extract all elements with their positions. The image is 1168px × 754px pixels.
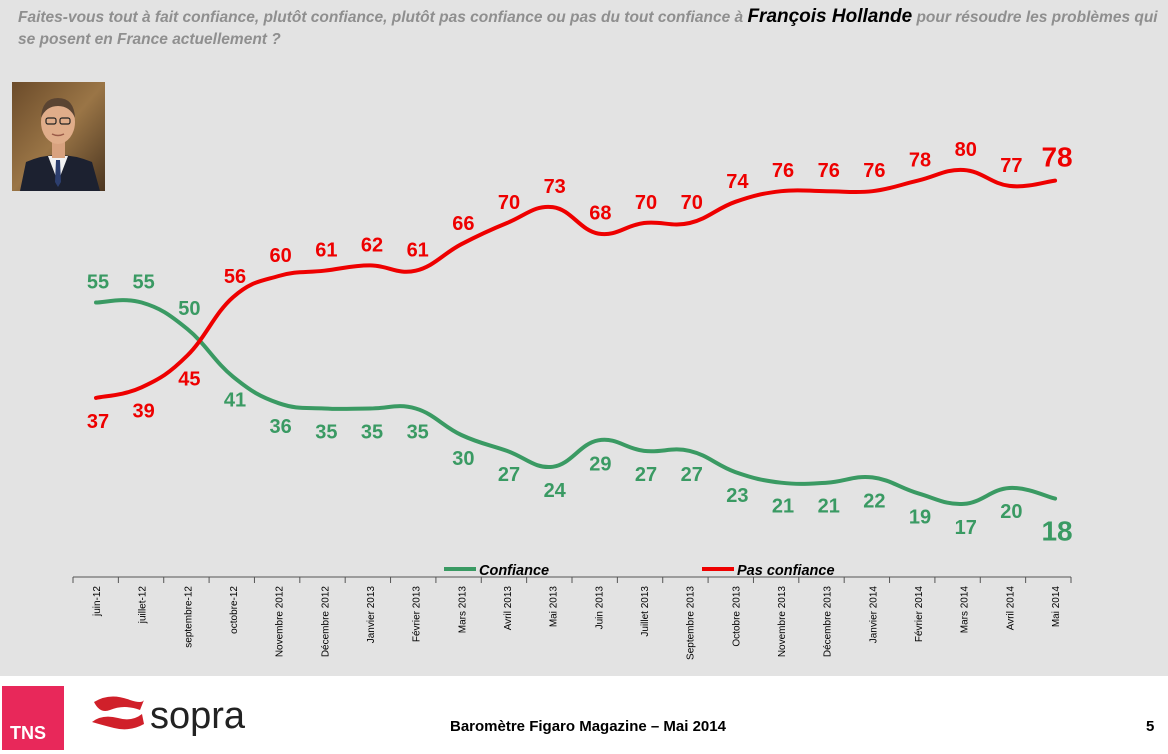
data-label: 39 [133,400,155,422]
data-label: 18 [1041,516,1072,547]
data-label: 29 [589,453,611,475]
data-label: 37 [87,411,109,433]
x-tick-label: septembre-12 [183,586,194,648]
legend-label: Pas confiance [737,563,835,579]
data-label: 30 [452,448,474,470]
data-label: 24 [544,480,567,502]
data-label: 78 [909,150,931,172]
x-tick-label: Février 2013 [412,586,423,643]
sopra-logo: sopra [92,695,246,737]
data-label: 35 [407,422,429,444]
data-label: 55 [87,272,109,294]
x-tick-label: Janvier 2014 [868,586,879,644]
tns-logo-text: TNS [10,723,46,743]
x-tick-label: Décembre 2013 [823,586,834,658]
data-label: 41 [224,390,246,412]
data-label: 61 [407,240,429,262]
data-label: 80 [955,139,977,161]
data-label: 27 [681,464,703,486]
x-tick-label: Décembre 2012 [320,586,331,658]
series-line-pas-confiance [94,167,1058,400]
data-label: 73 [544,176,566,198]
question-text: Faites-vous tout à fait confiance, plutô… [18,6,1168,51]
data-label: 27 [635,464,657,486]
x-tick-label: Juillet 2013 [640,586,651,637]
question-person: François Hollande [747,6,913,27]
line-chart: juin-12 juillet-12 septembre-12 octobre-12 N… [72,139,1073,660]
data-label: 70 [498,192,520,214]
data-label: 76 [863,160,885,182]
data-label: 55 [133,272,155,294]
footer: TNS sopra Baromètre Figaro Magazine – Ma… [0,676,1168,754]
x-tick-label: Avril 2014 [1005,586,1016,631]
data-label: 62 [361,234,383,256]
data-label: 61 [315,240,337,262]
x-tick-label: Juin 2013 [594,586,605,630]
data-label: 21 [818,496,840,518]
portrait-photo [12,82,105,191]
x-tick-label: Mai 2013 [549,586,560,628]
data-label: 22 [863,490,885,512]
data-label: 35 [361,422,383,444]
x-tick-label: Mai 2014 [1051,586,1062,628]
x-axis: juin-12 juillet-12 septembre-12 octobre-12 N… [72,576,1072,660]
x-tick-label: Février 2014 [914,586,925,643]
question-after: pour résoudre les problèmes qui se posen… [18,9,1158,48]
x-tick-label: Janvier 2013 [366,586,377,644]
x-tick-label: Septembre 2013 [686,586,697,660]
data-label: 23 [726,485,748,507]
data-label: 78 [1041,142,1072,173]
data-label: 76 [772,160,794,182]
data-label: 70 [681,192,703,214]
data-label: 66 [452,213,474,235]
legend-label: Confiance [479,563,549,579]
data-label: 68 [589,203,611,225]
x-tick-label: octobre-12 [229,586,240,634]
data-label: 36 [270,416,292,438]
footer-title: Baromètre Figaro Magazine – Mai 2014 [450,718,726,735]
data-label: 21 [772,496,794,518]
data-label: 70 [635,192,657,214]
series-lines [94,167,1058,506]
x-tick-label: Octobre 2013 [731,586,742,647]
tns-logo: TNS [2,686,64,750]
data-label: 60 [270,245,292,267]
sopra-logo-text: sopra [150,695,246,737]
x-tick-label: Mars 2013 [457,586,468,634]
question-before: Faites-vous tout à fait confiance, plutô… [18,9,748,26]
series-line-confiance [94,298,1058,506]
data-label: 35 [315,422,337,444]
data-labels: 55 55 50 41 36 35 35 35 30 27 24 29 27 27 23 21 21 22 19 17… [87,139,1073,547]
data-label: 77 [1000,155,1022,177]
x-tick-label: juillet-12 [138,586,149,625]
x-tick-label: Avril 2013 [503,586,514,631]
data-label: 17 [955,517,977,539]
x-tick-label: Novembre 2013 [777,586,788,658]
data-label: 74 [726,171,749,193]
x-tick-label: Novembre 2012 [275,586,286,658]
data-label: 45 [178,369,200,391]
x-tick-label: Mars 2014 [960,586,971,634]
data-label: 56 [224,266,246,288]
data-label: 19 [909,506,931,528]
data-label: 76 [818,160,840,182]
data-label: 20 [1000,501,1022,523]
legend: Confiance Pas confiance [444,563,835,579]
page-number: 5 [1146,718,1155,735]
x-tick-label: juin-12 [92,586,103,617]
data-label: 27 [498,464,520,486]
data-label: 50 [178,298,200,320]
